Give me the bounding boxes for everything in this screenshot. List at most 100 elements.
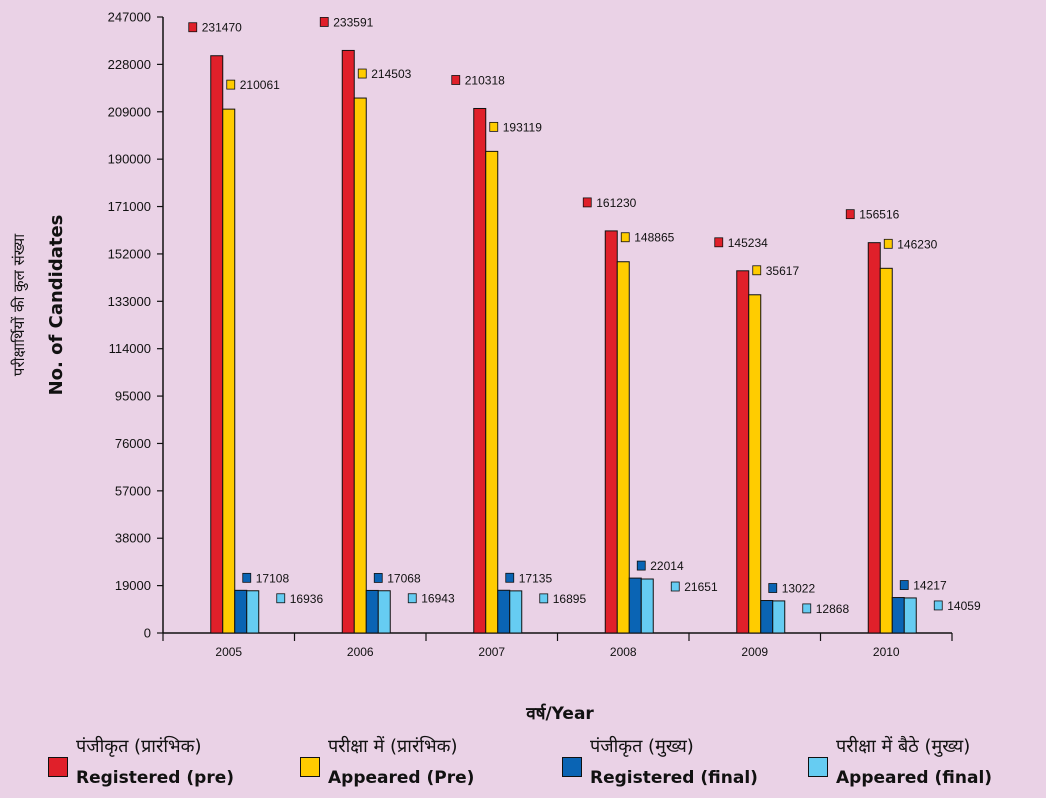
legend: पंजीकृत (प्रारंभिक) Registered (pre) परीक्… xyxy=(0,730,1046,798)
bar-registered-final-2005 xyxy=(234,589,248,634)
data-label-text: 17108 xyxy=(256,571,290,585)
y-tick-label: 152000 xyxy=(108,246,151,261)
data-label-marker xyxy=(752,265,762,276)
legend-label-english: Registered (final) xyxy=(590,768,758,788)
bar-registered-pre-2009 xyxy=(736,270,750,634)
x-axis: 2005 2006 2007 2008 2009 2010 xyxy=(162,632,953,659)
bar-registered-final-2009 xyxy=(760,600,774,634)
data-label: 214503 xyxy=(357,67,412,81)
data-label-marker xyxy=(670,581,680,592)
bar-appeared-final-2009 xyxy=(772,600,786,634)
y-tick-label: 171000 xyxy=(108,199,151,214)
data-label: 233591 xyxy=(319,15,374,29)
data-label-marker xyxy=(899,580,909,590)
x-tick-label: 2006 xyxy=(347,645,374,659)
data-label-text: 16895 xyxy=(553,592,587,606)
data-label-marker xyxy=(242,572,252,583)
data-label: 16943 xyxy=(407,592,455,606)
data-label-marker xyxy=(373,573,383,583)
data-label-text: 210061 xyxy=(240,78,280,92)
data-label: 14059 xyxy=(933,599,981,613)
y-axis-title-english: No. of Candidates xyxy=(46,215,67,396)
data-label-marker xyxy=(319,17,329,27)
data-label-marker xyxy=(357,68,367,79)
bar-appeared-pre-2008 xyxy=(616,261,630,634)
data-label-text: 16943 xyxy=(421,592,455,606)
data-label-text: 193119 xyxy=(503,120,542,134)
y-tick-label: 133000 xyxy=(108,294,151,309)
bar-appeared-final-2005 xyxy=(246,590,260,634)
data-label: 13022 xyxy=(768,582,815,596)
data-label-text: 231470 xyxy=(202,21,242,35)
data-label-text: 161230 xyxy=(596,196,636,210)
y-tick-label: 247000 xyxy=(108,10,151,25)
data-label: 210318 xyxy=(451,73,505,87)
data-label-marker xyxy=(226,79,236,90)
data-label: 156516 xyxy=(845,208,900,222)
data-label: 14217 xyxy=(899,579,947,593)
legend-swatch xyxy=(48,757,68,777)
bar-chart: परीक्षार्थियों की कुल संख्या No. of Cand… xyxy=(10,10,981,725)
data-label: 16895 xyxy=(539,592,587,606)
x-tick-label: 2008 xyxy=(610,645,637,659)
bar-appeared-final-2008 xyxy=(640,578,654,634)
y-axis: 0 19000 38000 57000 76000 95000 114000 133000 15… xyxy=(108,10,164,641)
legend-label-english: Appeared (final) xyxy=(836,768,993,788)
y-axis-title: परीक्षार्थियों की कुल संख्या No. of Cand… xyxy=(10,215,67,396)
bars xyxy=(210,49,917,634)
data-label-text: 233591 xyxy=(333,15,373,29)
data-label-marker xyxy=(539,593,549,604)
bar-registered-final-2007 xyxy=(497,589,511,634)
data-label-marker xyxy=(802,603,812,614)
y-tick-label: 57000 xyxy=(115,483,151,498)
y-tick-label: 76000 xyxy=(115,436,151,451)
y-tick-label: 228000 xyxy=(108,57,151,72)
data-label-marker xyxy=(489,121,499,132)
bar-registered-final-2008 xyxy=(628,577,642,634)
y-axis-title-hindi: परीक्षार्थियों की कुल संख्या xyxy=(10,233,29,376)
data-label: 148865 xyxy=(620,231,675,245)
data-label-text: 148865 xyxy=(634,231,674,245)
data-label: 17108 xyxy=(242,571,290,585)
bar-appeared-final-2010 xyxy=(903,597,917,634)
data-label-marker xyxy=(505,572,515,583)
data-label-marker xyxy=(620,232,630,243)
data-label: 210061 xyxy=(226,78,280,92)
bar-appeared-pre-2006 xyxy=(353,97,367,634)
data-label-text: 35617 xyxy=(766,264,800,278)
y-tick-label: 209000 xyxy=(108,104,151,119)
bar-registered-pre-2007 xyxy=(473,107,487,634)
x-tick-label: 2007 xyxy=(478,645,505,659)
x-tick-label: 2010 xyxy=(873,645,900,659)
legend-label-english: Registered (pre) xyxy=(76,768,235,788)
legend-label-hindi: पंजीकृत (प्रारंभिक) xyxy=(76,736,202,757)
bar-registered-final-2010 xyxy=(891,597,905,634)
y-tick-label: 95000 xyxy=(115,389,151,404)
data-label-text: 14059 xyxy=(947,599,981,613)
data-label-text: 14217 xyxy=(913,579,947,593)
data-label-text: 156516 xyxy=(859,208,899,222)
bar-registered-pre-2010 xyxy=(867,242,881,634)
bar-appeared-pre-2010 xyxy=(879,267,893,634)
data-label-text: 22014 xyxy=(650,559,684,573)
bar-appeared-pre-2009 xyxy=(748,294,762,634)
bar-appeared-final-2007 xyxy=(509,590,523,634)
bar-registered-final-2006 xyxy=(365,589,379,634)
data-label-text: 21651 xyxy=(684,580,718,594)
bar-appeared-pre-2007 xyxy=(485,150,499,634)
y-tick-label: 38000 xyxy=(115,531,151,546)
data-label: 12868 xyxy=(802,602,850,616)
y-tick-label: 0 xyxy=(144,626,151,641)
legend-label-hindi: परीक्षा में (प्रारंभिक) xyxy=(328,736,458,757)
data-label-text: 16936 xyxy=(290,592,324,606)
data-label-marker xyxy=(883,238,893,249)
data-label-text: 214503 xyxy=(371,67,411,81)
data-label-marker xyxy=(451,75,461,85)
data-label-text: 12868 xyxy=(816,602,850,616)
bar-registered-pre-2008 xyxy=(604,230,618,634)
bar-appeared-pre-2005 xyxy=(222,108,236,634)
data-label: 17068 xyxy=(373,571,421,585)
data-label-text: 210318 xyxy=(465,73,505,87)
data-label-marker xyxy=(276,593,286,604)
x-tick-label: 2009 xyxy=(741,645,768,659)
